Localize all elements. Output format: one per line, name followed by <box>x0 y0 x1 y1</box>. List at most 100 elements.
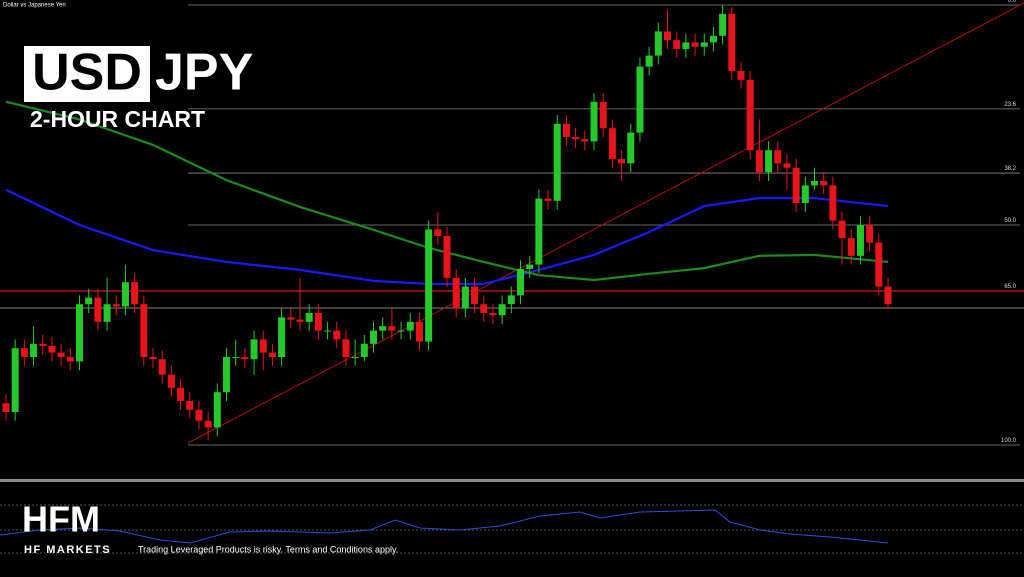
candle-body <box>709 35 717 43</box>
disclaimer: Trading Leveraged Products is risky. Ter… <box>138 544 398 554</box>
candle-body <box>397 330 405 332</box>
candle-body <box>811 181 818 186</box>
candle-body <box>801 185 809 203</box>
candle-body <box>324 330 332 332</box>
candle-body <box>204 420 212 428</box>
candle-body <box>48 346 56 353</box>
chart-title: JPY <box>155 44 253 102</box>
candle-body <box>645 55 653 67</box>
candle-body <box>268 352 276 357</box>
candle-body <box>20 348 28 357</box>
candle-body <box>103 304 111 322</box>
y-tick-label: 0.0 <box>1008 0 1017 4</box>
candle-body <box>57 352 65 357</box>
panel-separator <box>0 479 1024 482</box>
candle-body <box>186 401 194 410</box>
candle-body <box>388 326 396 331</box>
candle-body <box>39 343 47 346</box>
candle-body <box>177 387 185 401</box>
candle-body <box>360 343 368 357</box>
candle-body <box>121 282 129 307</box>
candle-body <box>544 198 552 201</box>
candle-body <box>11 348 19 412</box>
candle-body <box>526 264 534 269</box>
candle-body <box>820 181 828 186</box>
candle-body <box>700 42 708 47</box>
candle-body <box>158 359 166 375</box>
candle-body <box>737 71 745 80</box>
candle-body <box>691 42 699 47</box>
candle-body <box>507 295 515 305</box>
candle-body <box>351 357 359 358</box>
subtitle: Dollar vs Japanese Yen <box>3 3 66 9</box>
candle-body <box>370 330 377 344</box>
candle-body <box>259 339 267 353</box>
candle-body <box>866 225 874 243</box>
moving-average <box>5 188 889 286</box>
candle-body <box>379 326 387 331</box>
candle-body <box>278 317 286 357</box>
candle-body <box>415 321 423 342</box>
candle-body <box>452 277 460 309</box>
candle-body <box>434 229 442 236</box>
candle-body <box>627 132 635 164</box>
candle-body <box>636 66 644 133</box>
candle-body <box>572 137 580 140</box>
candle-body <box>333 330 341 340</box>
brand: HF MARKETS <box>24 544 111 556</box>
candle-body <box>314 313 322 331</box>
candle-body <box>875 242 883 287</box>
moving-average <box>5 100 889 282</box>
candle-body <box>296 319 304 322</box>
trend-line <box>187 2 1024 444</box>
candle-body <box>654 31 662 56</box>
candle-body <box>76 304 83 362</box>
candle-body <box>884 286 892 305</box>
y-tick-label: 50.0 <box>1004 218 1016 224</box>
candle-body <box>774 150 782 164</box>
candle-body <box>425 229 433 342</box>
candle-body <box>287 317 295 320</box>
candle-body <box>30 343 38 357</box>
candle-body <box>2 403 10 412</box>
candle-body <box>241 357 249 360</box>
candle-body <box>498 304 506 316</box>
candle-body <box>599 101 607 129</box>
candle-body <box>856 225 864 256</box>
candle-body <box>682 42 690 49</box>
candle-body <box>517 269 524 296</box>
candle-body <box>471 286 479 305</box>
candle-body <box>305 313 313 322</box>
candle-body <box>149 357 157 360</box>
candle-body <box>232 357 240 358</box>
candle-body <box>829 185 837 221</box>
candle-body <box>847 238 855 256</box>
candle-body <box>719 13 727 36</box>
candle-body <box>66 357 74 362</box>
candle-body <box>112 304 120 307</box>
y-tick-label: 23.6 <box>1004 102 1016 108</box>
y-tick-label: 100.0 <box>1001 438 1017 444</box>
y-tick-label: 65.0 <box>1004 284 1016 290</box>
candle-body <box>223 357 230 393</box>
candle-body <box>195 409 203 421</box>
candle-body <box>94 297 102 322</box>
title-box <box>24 46 150 102</box>
candle-body <box>838 220 846 239</box>
candle-body <box>562 123 570 137</box>
candle-body <box>131 282 139 305</box>
candle-body <box>581 139 589 142</box>
candle-body <box>746 79 754 151</box>
candle-body <box>85 297 93 305</box>
y-tick-label: 38.2 <box>1004 166 1016 172</box>
candle-body <box>443 236 451 278</box>
candle-body <box>461 286 469 309</box>
candle-body <box>783 163 791 168</box>
candle-body <box>406 321 414 331</box>
candle-body <box>590 101 598 142</box>
candle-body <box>673 40 681 49</box>
candle-body <box>728 13 736 72</box>
candle-body <box>755 150 763 173</box>
